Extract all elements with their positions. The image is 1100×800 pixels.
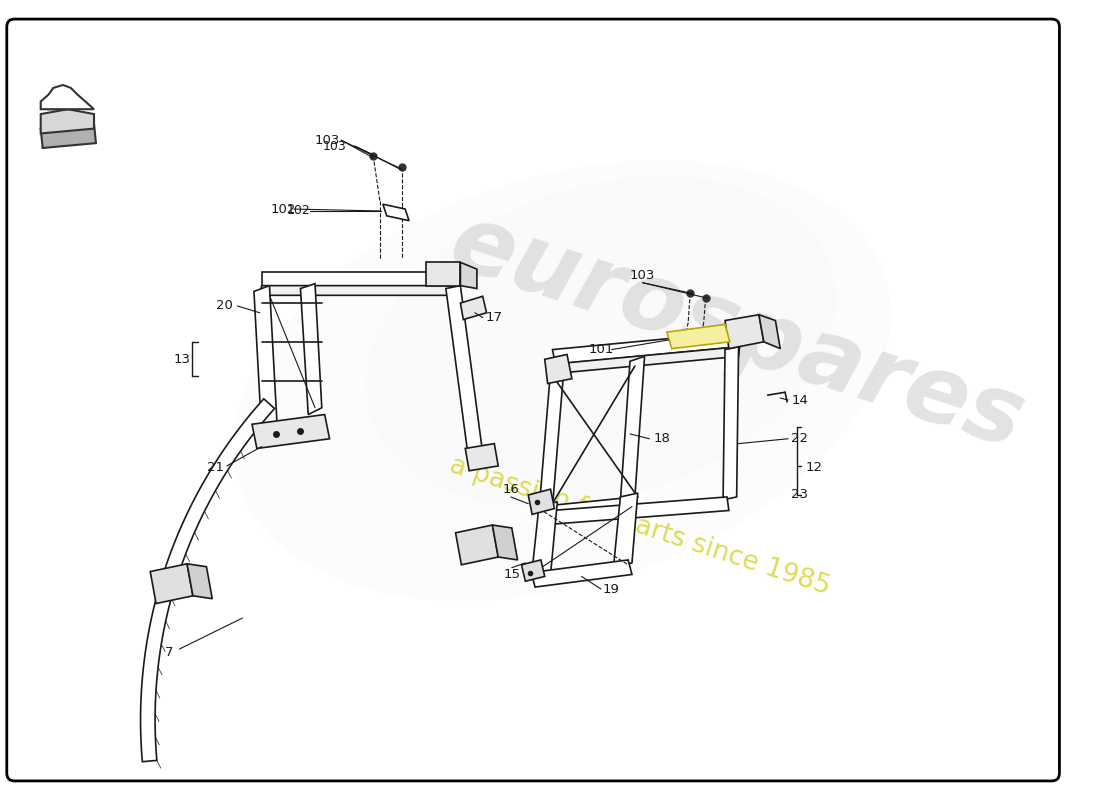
Polygon shape [539, 497, 638, 521]
Polygon shape [461, 296, 486, 319]
Polygon shape [521, 560, 544, 582]
Ellipse shape [233, 161, 891, 601]
Text: 13: 13 [174, 353, 190, 366]
Polygon shape [723, 346, 738, 500]
Polygon shape [41, 124, 96, 148]
Polygon shape [614, 493, 638, 566]
Text: 103: 103 [322, 139, 346, 153]
Text: a passion for parts since 1985: a passion for parts since 1985 [446, 452, 834, 600]
Polygon shape [759, 314, 780, 349]
Text: 18: 18 [653, 432, 671, 446]
Polygon shape [531, 502, 558, 579]
Polygon shape [667, 324, 730, 349]
Polygon shape [528, 489, 554, 514]
Polygon shape [551, 346, 739, 374]
Polygon shape [465, 444, 498, 470]
Text: 103: 103 [630, 270, 656, 282]
Text: 20: 20 [217, 299, 233, 313]
Text: 17: 17 [486, 311, 503, 324]
Polygon shape [446, 286, 483, 456]
Polygon shape [141, 399, 275, 762]
Text: 23: 23 [791, 489, 808, 502]
Polygon shape [427, 262, 461, 286]
Ellipse shape [365, 177, 836, 507]
Text: 103: 103 [315, 134, 340, 146]
Polygon shape [531, 560, 632, 587]
Polygon shape [620, 356, 645, 502]
Text: 102: 102 [271, 202, 296, 215]
FancyBboxPatch shape [7, 19, 1059, 781]
Polygon shape [300, 284, 322, 414]
Text: 15: 15 [504, 568, 520, 581]
Text: 14: 14 [791, 394, 808, 406]
Text: 102: 102 [287, 205, 310, 218]
Polygon shape [41, 85, 94, 110]
Polygon shape [151, 564, 192, 603]
Text: 19: 19 [602, 582, 619, 595]
Polygon shape [383, 204, 409, 221]
Polygon shape [725, 314, 763, 349]
Polygon shape [260, 286, 455, 295]
Polygon shape [539, 497, 729, 525]
Polygon shape [493, 525, 518, 560]
Polygon shape [455, 525, 498, 565]
Text: 101: 101 [588, 343, 614, 356]
Text: 22: 22 [791, 432, 808, 446]
Polygon shape [187, 564, 212, 598]
Text: 7: 7 [165, 646, 174, 658]
Text: 16: 16 [503, 482, 519, 496]
Polygon shape [262, 272, 455, 286]
Polygon shape [254, 286, 277, 434]
Polygon shape [544, 354, 572, 383]
Polygon shape [461, 262, 477, 289]
Polygon shape [552, 332, 739, 364]
Polygon shape [252, 414, 330, 449]
Text: 12: 12 [805, 462, 823, 474]
Polygon shape [48, 94, 68, 110]
Text: eurospares: eurospares [438, 196, 1035, 468]
Polygon shape [41, 110, 94, 134]
Text: 21: 21 [207, 462, 223, 474]
Polygon shape [539, 366, 564, 511]
